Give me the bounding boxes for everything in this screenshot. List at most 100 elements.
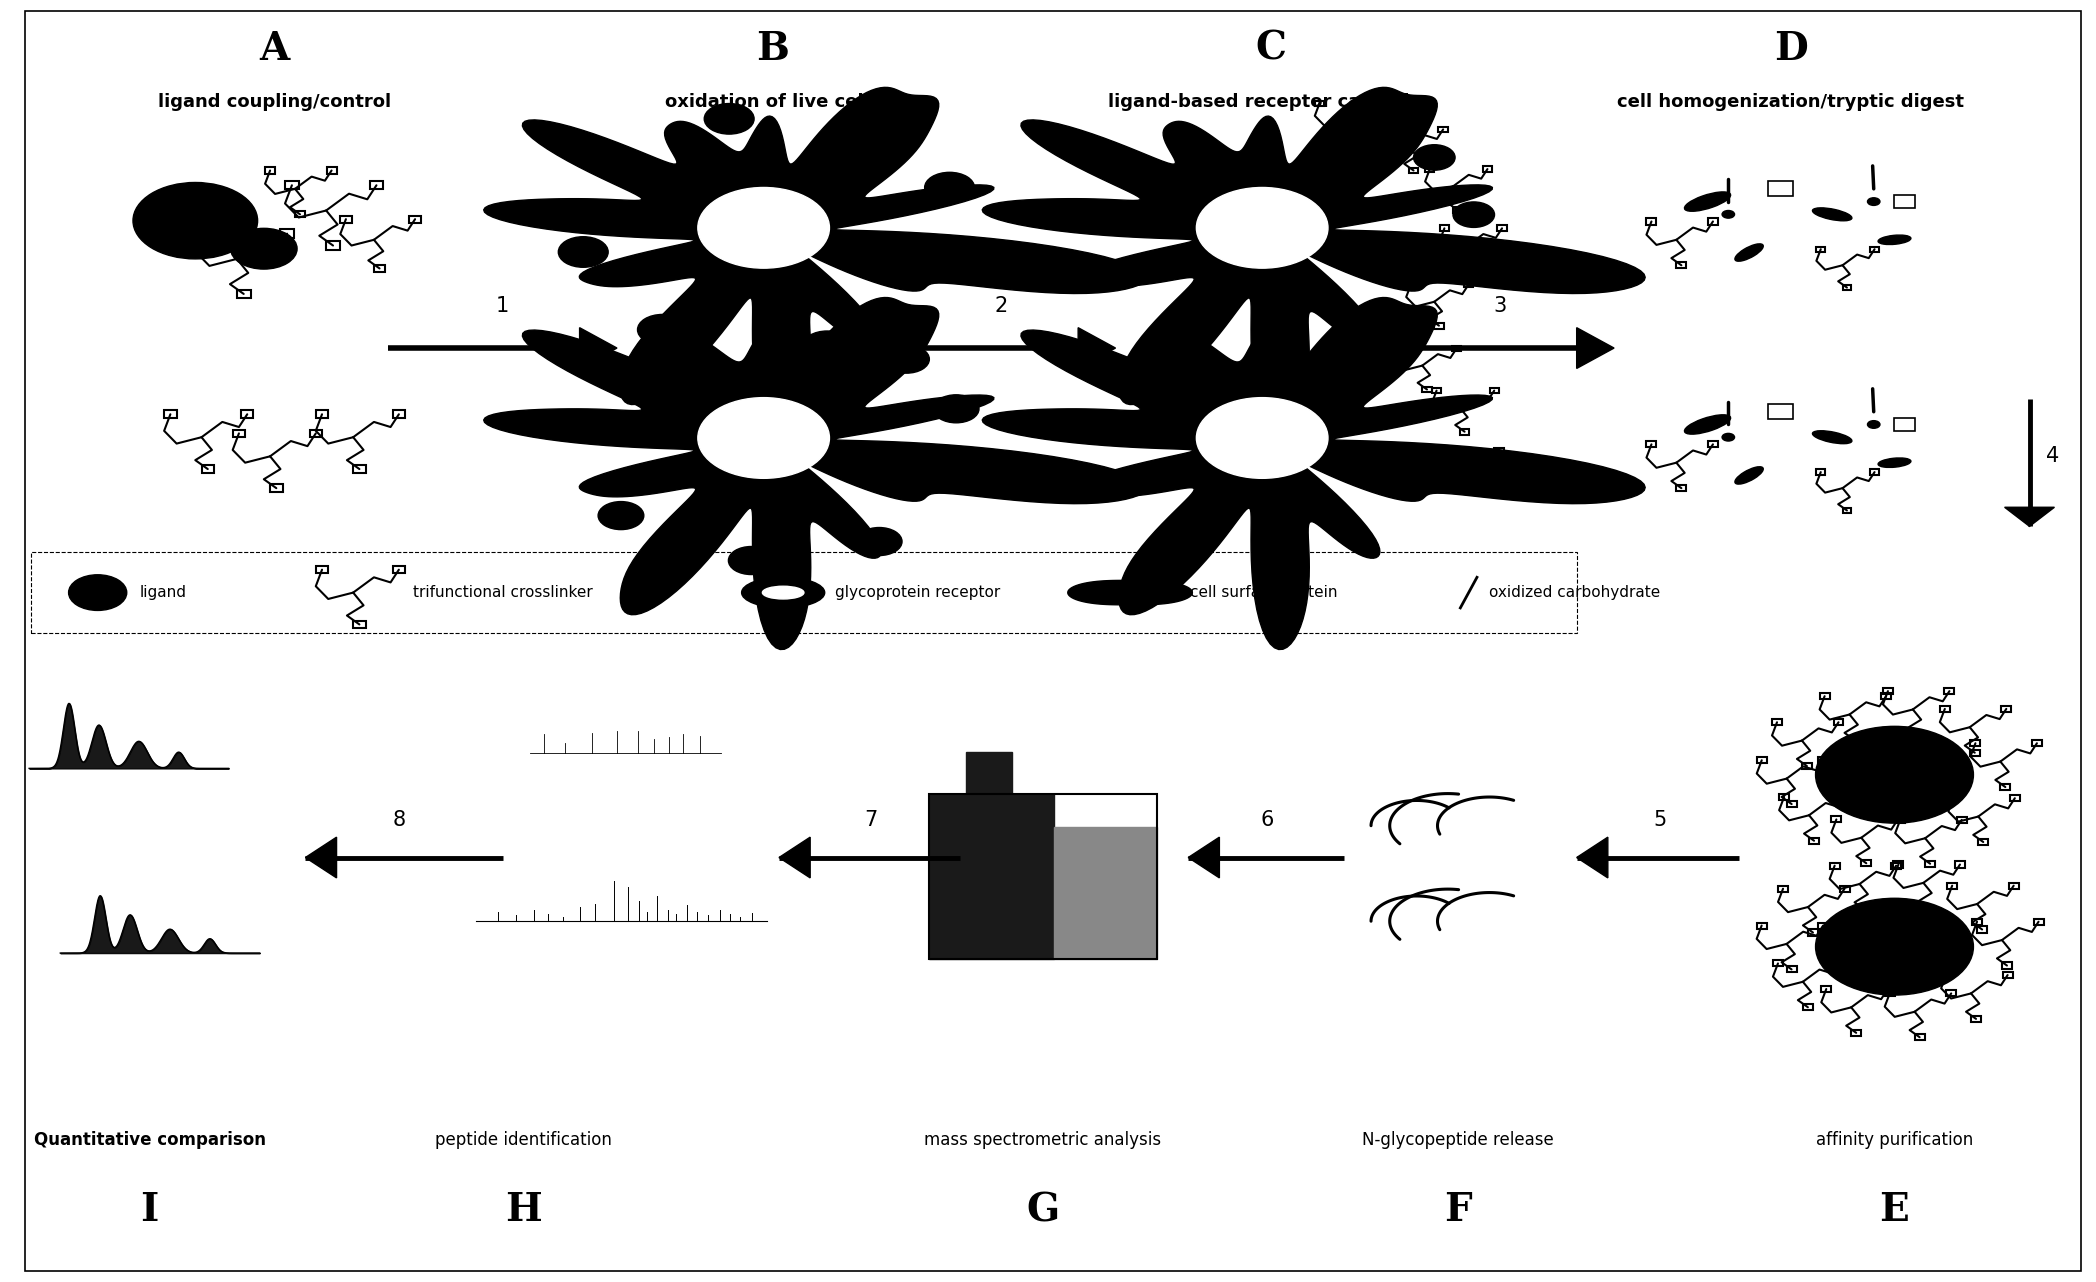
- Bar: [270, 485, 283, 492]
- Bar: [1949, 795, 1958, 801]
- Bar: [1390, 315, 1400, 322]
- Circle shape: [729, 546, 773, 574]
- Text: affinity purification: affinity purification: [1815, 1131, 1972, 1150]
- Bar: [1777, 886, 1788, 892]
- Text: trifunctional crosslinker: trifunctional crosslinker: [413, 585, 593, 600]
- Bar: [1970, 740, 1981, 746]
- Bar: [1842, 508, 1851, 513]
- Bar: [1490, 387, 1499, 394]
- Polygon shape: [484, 297, 1147, 650]
- Bar: [1893, 862, 1903, 868]
- Bar: [1381, 127, 1390, 132]
- Bar: [1786, 967, 1796, 973]
- Bar: [241, 410, 254, 418]
- Bar: [1842, 285, 1851, 290]
- Circle shape: [637, 335, 683, 363]
- Bar: [1494, 447, 1503, 454]
- Ellipse shape: [1878, 235, 1912, 245]
- Circle shape: [231, 228, 298, 269]
- Bar: [1423, 387, 1432, 392]
- Bar: [1436, 447, 1446, 454]
- Bar: [1497, 226, 1507, 231]
- Text: F: F: [1444, 1191, 1471, 1229]
- Bar: [201, 465, 214, 473]
- Text: 5: 5: [1654, 809, 1666, 829]
- Bar: [1893, 817, 1903, 823]
- FancyBboxPatch shape: [31, 551, 1576, 633]
- Bar: [1941, 972, 1951, 978]
- Text: mass spectrometric analysis: mass spectrometric analysis: [924, 1131, 1161, 1150]
- Circle shape: [763, 313, 809, 340]
- Bar: [1647, 218, 1656, 224]
- Bar: [1834, 960, 1844, 967]
- Text: peptide identification: peptide identification: [436, 1131, 612, 1150]
- Circle shape: [560, 413, 606, 441]
- Text: ligand coupling/control: ligand coupling/control: [157, 94, 390, 112]
- Bar: [1830, 863, 1840, 869]
- Circle shape: [132, 182, 258, 259]
- Bar: [1972, 919, 1983, 924]
- Bar: [392, 565, 405, 573]
- Circle shape: [637, 314, 687, 345]
- Text: ligand-based receptor capturing: ligand-based receptor capturing: [1109, 94, 1436, 112]
- Bar: [929, 794, 1157, 959]
- Bar: [1467, 267, 1478, 272]
- Bar: [1924, 860, 1935, 867]
- Bar: [1708, 441, 1719, 447]
- Bar: [1453, 208, 1463, 213]
- Bar: [1914, 732, 1922, 738]
- Polygon shape: [306, 837, 337, 878]
- Bar: [1840, 886, 1849, 892]
- Bar: [1360, 356, 1371, 363]
- Bar: [1803, 763, 1811, 769]
- Bar: [2033, 919, 2044, 924]
- Bar: [1834, 719, 1844, 726]
- Bar: [1756, 923, 1767, 928]
- Bar: [1870, 246, 1878, 251]
- Polygon shape: [1188, 837, 1220, 878]
- Bar: [1438, 127, 1448, 132]
- Bar: [1463, 282, 1473, 287]
- Polygon shape: [581, 328, 616, 368]
- Text: 4: 4: [2046, 446, 2060, 467]
- Circle shape: [698, 397, 830, 478]
- Bar: [1880, 694, 1891, 699]
- Circle shape: [1197, 397, 1329, 478]
- Bar: [1817, 469, 1826, 474]
- Text: Quantitative comparison: Quantitative comparison: [34, 1131, 266, 1150]
- Circle shape: [885, 345, 929, 373]
- Circle shape: [69, 574, 126, 610]
- Bar: [316, 565, 329, 573]
- Circle shape: [933, 395, 979, 423]
- Bar: [1434, 323, 1444, 328]
- Bar: [1882, 986, 1893, 992]
- Bar: [1895, 418, 1916, 431]
- Bar: [1817, 246, 1826, 251]
- Ellipse shape: [742, 577, 824, 608]
- Circle shape: [1360, 115, 1402, 141]
- Ellipse shape: [763, 586, 805, 599]
- Bar: [327, 241, 340, 250]
- Bar: [1970, 750, 1981, 756]
- Text: A: A: [260, 29, 289, 68]
- Bar: [1767, 181, 1792, 196]
- Text: 6: 6: [1260, 809, 1274, 829]
- Text: N-glycopeptide release: N-glycopeptide release: [1362, 1131, 1553, 1150]
- Bar: [1849, 737, 1859, 744]
- Circle shape: [1413, 145, 1455, 171]
- Bar: [1895, 817, 1905, 823]
- Polygon shape: [484, 87, 1147, 440]
- Bar: [1958, 817, 1966, 823]
- Text: 7: 7: [864, 809, 876, 829]
- Bar: [1861, 860, 1872, 867]
- Bar: [1817, 923, 1828, 928]
- Bar: [1882, 688, 1893, 694]
- Circle shape: [593, 147, 643, 178]
- Bar: [1677, 263, 1687, 268]
- Circle shape: [597, 501, 643, 529]
- Bar: [2002, 706, 2012, 712]
- Circle shape: [1453, 203, 1494, 227]
- Polygon shape: [929, 794, 1054, 959]
- Bar: [1924, 905, 1933, 912]
- Bar: [1708, 218, 1719, 224]
